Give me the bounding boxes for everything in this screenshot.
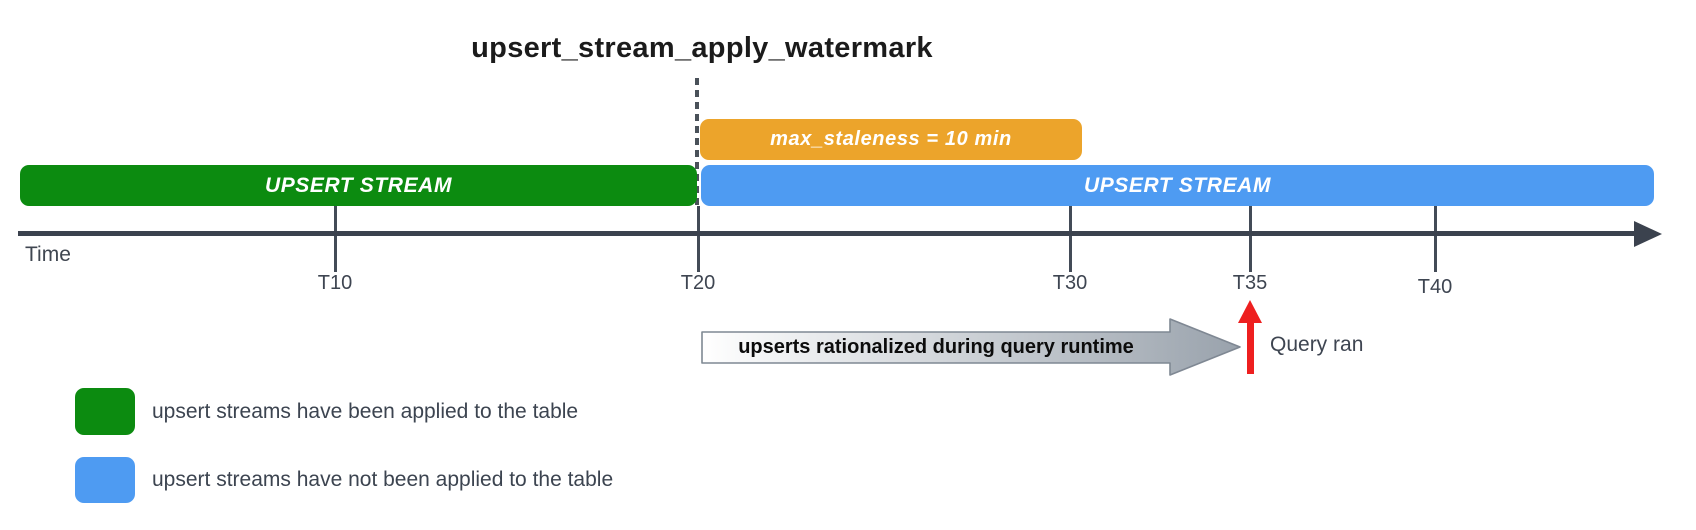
applied-upsert-stream-bar: UPSERT STREAM <box>20 165 697 206</box>
tick-t20 <box>697 206 700 272</box>
max-staleness-bar: max_staleness = 10 min <box>700 119 1082 160</box>
tick-label-t30: T30 <box>1052 272 1088 294</box>
query-ran-arrow <box>1247 322 1254 374</box>
unapplied-upsert-stream-bar: UPSERT STREAM <box>701 165 1654 206</box>
tick-label-t10: T10 <box>317 272 353 294</box>
tick-t40 <box>1434 206 1437 272</box>
runtime-arrow-label: upserts rationalized during query runtim… <box>738 336 1134 358</box>
tick-t30 <box>1069 206 1072 272</box>
tick-label-t35: T35 <box>1232 272 1268 294</box>
legend-swatch-applied <box>75 388 135 435</box>
legend-label-not-applied: upsert streams have not been applied to … <box>152 468 614 491</box>
tick-t35 <box>1249 206 1252 272</box>
tick-t10 <box>334 206 337 272</box>
tick-label-t40: T40 <box>1417 276 1453 298</box>
time-axis-arrowhead-icon <box>1634 221 1662 247</box>
watermark-dashed-line <box>695 78 699 206</box>
tick-label-t20: T20 <box>680 272 716 294</box>
time-axis-line <box>18 231 1638 236</box>
legend-label-applied: upsert streams have been applied to the … <box>152 400 579 423</box>
query-ran-arrowhead-icon <box>1238 300 1262 323</box>
query-ran-label: Query ran <box>1270 333 1364 356</box>
diagram-title: upsert_stream_apply_watermark <box>471 32 933 64</box>
runtime-block-arrow <box>701 318 1241 376</box>
legend-swatch-not-applied <box>75 457 135 503</box>
time-axis-label: Time <box>25 243 71 266</box>
